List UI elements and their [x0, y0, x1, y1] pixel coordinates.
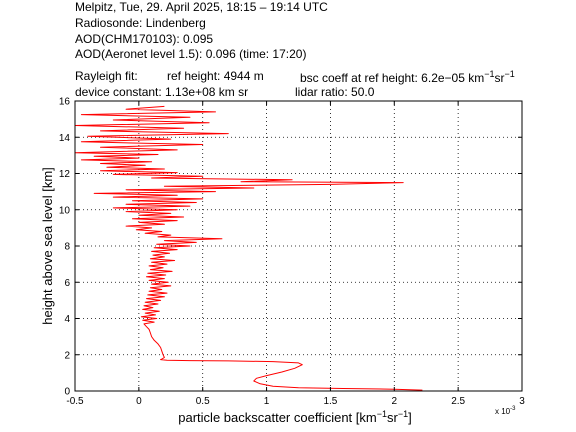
x-multiplier: x 10-3: [495, 406, 516, 416]
header-bsc-coeff: bsc coeff at ref height: 6.2e−05 km−1sr−…: [300, 67, 515, 85]
header-ref-height: ref height: 4944 m: [167, 69, 264, 83]
grid-layer: [75, 101, 522, 391]
bsc-coeff-sup2: −1: [504, 69, 515, 79]
series-layer: [74, 105, 423, 391]
y-tick-label: 14: [59, 133, 71, 144]
x-label-sup2: −1: [398, 409, 408, 419]
header-rayleigh-label: Rayleigh fit:: [75, 69, 138, 83]
x-label-suffix: ]: [408, 410, 412, 425]
y-tick-label: 0: [64, 387, 70, 398]
x-tick-label: 2: [392, 396, 398, 407]
x-tick-label: 3: [519, 396, 525, 407]
x-tick-label: 0: [136, 396, 142, 407]
bsc-coeff-sup1: −1: [484, 69, 495, 79]
header-location-time: Melpitz, Tue, 29. April 2025, 18:15 – 19…: [75, 0, 328, 14]
x-tick-label: 0.5: [196, 396, 210, 407]
x-label-prefix: particle backscatter coefficient [km: [178, 410, 376, 425]
y-tick-label: 10: [59, 205, 71, 216]
y-tick-label: 8: [64, 242, 70, 253]
plot-area: [75, 101, 522, 391]
header-device-constant: device constant: 1.13e+08 km sr: [75, 85, 249, 99]
bsc-coeff-mid: sr: [494, 71, 505, 85]
x-tick-label: 1.5: [323, 396, 337, 407]
y-tick-label: 12: [59, 169, 71, 180]
x-multiplier-base: x 10: [495, 407, 511, 416]
y-tick-label: 2: [64, 350, 70, 361]
x-axis-label: particle backscatter coefficient [km−1sr…: [178, 409, 411, 425]
y-tick-label: 16: [59, 97, 71, 108]
x-tick-label: 2.5: [451, 396, 465, 407]
x-multiplier-exp: -3: [510, 406, 516, 412]
x-tick-label: 1: [264, 396, 270, 407]
header-radiosonde: Radiosonde: Lindenberg: [75, 16, 206, 30]
header-lidar-ratio: lidar ratio: 50.0: [295, 85, 375, 99]
y-axis-label: height above sea level [km]: [40, 167, 55, 325]
x-label-mid: sr: [387, 410, 399, 425]
backscatter-profile-line: [74, 105, 423, 391]
y-tick-label: 4: [64, 314, 70, 325]
y-tick-label: 6: [64, 278, 70, 289]
header-aod-chm: AOD(CHM170103): 0.095: [75, 32, 214, 46]
bsc-coeff-prefix: bsc coeff at ref height: 6.2e−05 km: [300, 71, 485, 85]
x-label-sup1: −1: [377, 409, 387, 419]
x-tick-label: -0.5: [66, 396, 84, 407]
header-aod-aeronet: AOD(Aeronet level 1.5): 0.096 (time: 17:…: [75, 47, 307, 61]
